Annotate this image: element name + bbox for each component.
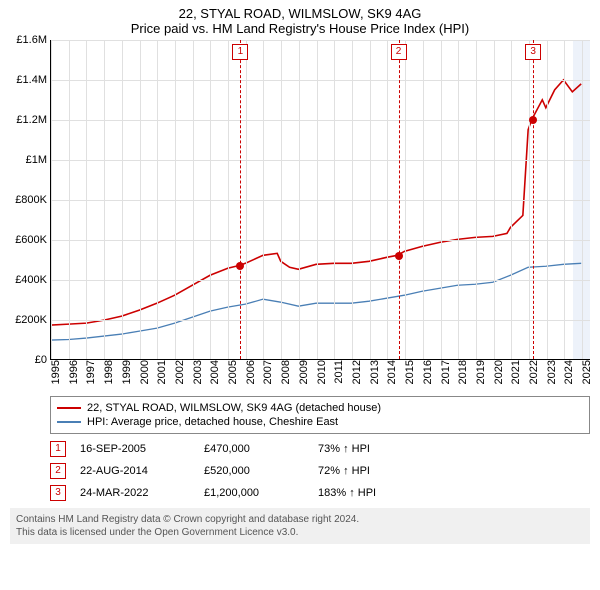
gridline-v [370, 40, 371, 359]
y-axis-label: £800K [3, 194, 47, 206]
transaction-pct: 183% ↑ HPI [318, 487, 438, 499]
marker-dot [529, 116, 537, 124]
transaction-price: £1,200,000 [204, 487, 304, 499]
y-axis-label: £1.2M [3, 114, 47, 126]
gridline-v [317, 40, 318, 359]
gridline-v [228, 40, 229, 359]
gridline-h [51, 200, 590, 201]
transaction-number-box: 3 [50, 485, 66, 501]
marker-dot [395, 252, 403, 260]
gridline-h [51, 280, 590, 281]
footer-line-2: This data is licensed under the Open Gov… [16, 526, 584, 539]
transaction-date: 16-SEP-2005 [80, 443, 190, 455]
gridline-v [299, 40, 300, 359]
transaction-pct: 73% ↑ HPI [318, 443, 438, 455]
x-axis-label: 2025 [581, 360, 600, 384]
marker-number-box: 1 [232, 44, 248, 60]
legend-row: 22, STYAL ROAD, WILMSLOW, SK9 4AG (detac… [57, 401, 583, 415]
gridline-v [476, 40, 477, 359]
transaction-price: £520,000 [204, 465, 304, 477]
marker-dot [236, 262, 244, 270]
chart-container: 22, STYAL ROAD, WILMSLOW, SK9 4AG Price … [0, 0, 600, 590]
y-axis-label: £200K [3, 314, 47, 326]
gridline-v [387, 40, 388, 359]
marker-line [533, 40, 534, 359]
gridline-v [104, 40, 105, 359]
gridline-v [246, 40, 247, 359]
gridline-v [51, 40, 52, 359]
gridline-v [281, 40, 282, 359]
transaction-date: 24-MAR-2022 [80, 487, 190, 499]
transaction-date: 22-AUG-2014 [80, 465, 190, 477]
gridline-v [352, 40, 353, 359]
legend-swatch [57, 407, 81, 409]
gridline-v [423, 40, 424, 359]
plot-area: £0£200K£400K£600K£800K£1M£1.2M£1.4M£1.6M… [50, 40, 590, 360]
gridline-v [86, 40, 87, 359]
legend: 22, STYAL ROAD, WILMSLOW, SK9 4AG (detac… [50, 396, 590, 434]
gridline-v [529, 40, 530, 359]
gridline-v [564, 40, 565, 359]
gridline-h [51, 80, 590, 81]
legend-label: HPI: Average price, detached house, Ches… [87, 416, 338, 428]
gridline-v [263, 40, 264, 359]
marker-line [399, 40, 400, 359]
gridline-h [51, 160, 590, 161]
transactions-table: 1 16-SEP-2005 £470,000 73% ↑ HPI 2 22-AUG-201… [50, 438, 590, 504]
y-axis-label: £0 [3, 354, 47, 366]
marker-line [240, 40, 241, 359]
transaction-number-box: 2 [50, 463, 66, 479]
gridline-v [122, 40, 123, 359]
transaction-pct: 72% ↑ HPI [318, 465, 438, 477]
chart-subtitle: Price paid vs. HM Land Registry's House … [0, 21, 600, 40]
transaction-price: £470,000 [204, 443, 304, 455]
transaction-number-box: 1 [50, 441, 66, 457]
gridline-v [193, 40, 194, 359]
gridline-h [51, 40, 590, 41]
gridline-h [51, 120, 590, 121]
gridline-v [458, 40, 459, 359]
legend-swatch [57, 421, 81, 423]
gridline-h [51, 240, 590, 241]
y-axis-label: £1.6M [3, 34, 47, 46]
transaction-row: 1 16-SEP-2005 £470,000 73% ↑ HPI [50, 438, 590, 460]
gridline-v [511, 40, 512, 359]
marker-number-box: 2 [391, 44, 407, 60]
y-axis-label: £400K [3, 274, 47, 286]
gridline-v [441, 40, 442, 359]
gridline-v [69, 40, 70, 359]
footer-line-1: Contains HM Land Registry data © Crown c… [16, 513, 584, 526]
gridline-h [51, 320, 590, 321]
marker-number-box: 3 [525, 44, 541, 60]
gridline-v [547, 40, 548, 359]
transaction-row: 2 22-AUG-2014 £520,000 72% ↑ HPI [50, 460, 590, 482]
chart-area: £0£200K£400K£600K£800K£1M£1.2M£1.4M£1.6M… [50, 40, 590, 390]
chart-title: 22, STYAL ROAD, WILMSLOW, SK9 4AG [0, 0, 600, 21]
gridline-v [582, 40, 583, 359]
gridline-v [157, 40, 158, 359]
footer-attribution: Contains HM Land Registry data © Crown c… [10, 508, 590, 544]
legend-row: HPI: Average price, detached house, Ches… [57, 415, 583, 429]
y-axis-label: £600K [3, 234, 47, 246]
y-axis-label: £1.4M [3, 74, 47, 86]
gridline-v [334, 40, 335, 359]
gridline-v [140, 40, 141, 359]
legend-label: 22, STYAL ROAD, WILMSLOW, SK9 4AG (detac… [87, 402, 381, 414]
gridline-v [210, 40, 211, 359]
gridline-v [494, 40, 495, 359]
transaction-row: 3 24-MAR-2022 £1,200,000 183% ↑ HPI [50, 482, 590, 504]
gridline-v [405, 40, 406, 359]
y-axis-label: £1M [3, 154, 47, 166]
gridline-v [175, 40, 176, 359]
